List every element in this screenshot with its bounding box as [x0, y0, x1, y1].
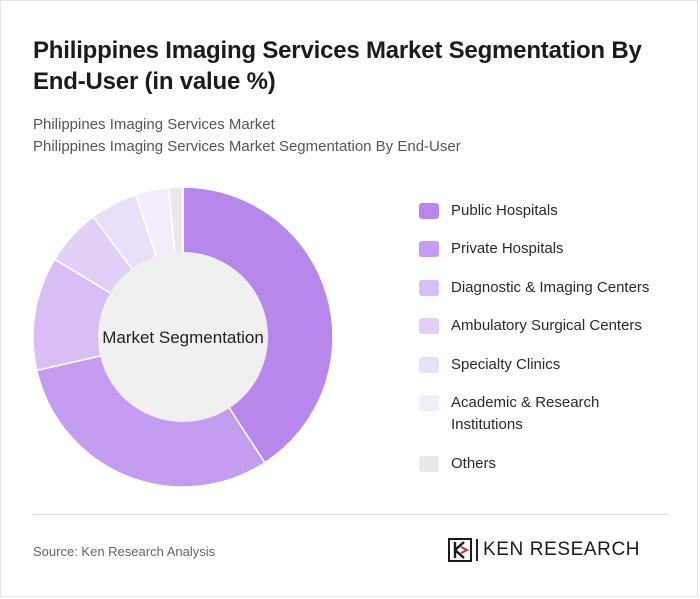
legend-swatch [419, 357, 439, 373]
legend-item-specialty-clinics[interactable]: Specialty Clinics [419, 354, 671, 376]
center-label: Market Segmentation [102, 328, 264, 347]
legend-swatch [419, 456, 439, 472]
logo-text: KEN RESEARCH [483, 539, 641, 560]
subtitle-line-2: Philippines Imaging Services Market Segm… [33, 138, 461, 155]
legend-label: Specialty Clinics [451, 356, 561, 373]
donut-chart: Market Segmentation [33, 187, 333, 487]
legend-item-others[interactable]: Others [419, 453, 671, 475]
legend-label: Ambulatory Surgical Centers [451, 317, 642, 334]
legend-swatch [419, 241, 439, 257]
legend-swatch [419, 318, 439, 334]
ken-research-logo-icon [448, 538, 472, 562]
legend-label: Academic & Research Institutions [451, 394, 600, 433]
footer-divider [33, 514, 669, 515]
legend-swatch [419, 395, 439, 411]
legend-item-ambulatory-surgical-centers[interactable]: Ambulatory Surgical Centers [419, 315, 671, 337]
ken-research-logo: KEN RESEARCH [448, 538, 640, 562]
chart-title: Philippines Imaging Services Market Segm… [33, 37, 642, 95]
legend-item-public-hospitals[interactable]: Public Hospitals [419, 200, 671, 222]
subtitle-line-1: Philippines Imaging Services Market [33, 116, 275, 133]
logo-separator [476, 539, 478, 561]
legend-label: Private Hospitals [451, 240, 564, 257]
donut-hole [98, 252, 268, 422]
legend-item-private-hospitals[interactable]: Private Hospitals [419, 238, 671, 260]
chart-subtitle: Philippines Imaging Services Market Phil… [33, 114, 461, 158]
source-note: Source: Ken Research Analysis [33, 544, 216, 559]
legend-swatch [419, 203, 439, 219]
legend-item-academic-research-institutions[interactable]: Academic & Research Institutions [419, 392, 671, 436]
legend-label: Others [451, 455, 497, 472]
legend-label: Diagnostic & Imaging Centers [451, 279, 650, 296]
legend-swatch [419, 280, 439, 296]
legend-item-diagnostic-imaging-centers[interactable]: Diagnostic & Imaging Centers [419, 277, 671, 299]
legend-label: Public Hospitals [451, 202, 558, 219]
